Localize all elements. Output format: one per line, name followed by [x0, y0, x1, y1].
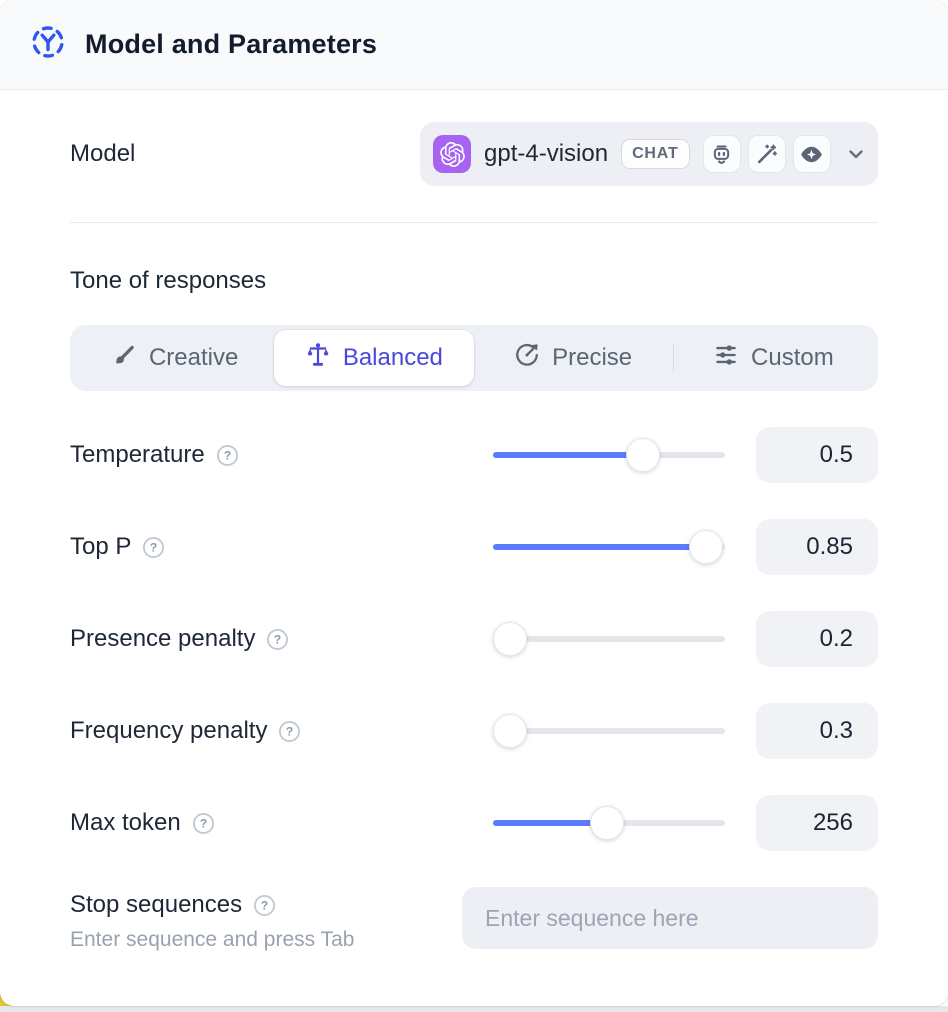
help-icon[interactable]: ? — [278, 720, 301, 743]
robot-icon — [702, 135, 741, 173]
tone-option-balanced[interactable]: Balanced — [274, 330, 474, 386]
magic-wand-icon — [747, 135, 786, 173]
param-row-top-p: Top P ? 0.85 — [70, 519, 878, 575]
svg-text:?: ? — [150, 540, 157, 554]
chevron-down-icon — [844, 142, 868, 166]
param-value[interactable]: 0.85 — [756, 519, 878, 575]
param-slider[interactable] — [493, 438, 725, 472]
param-label: Top P — [70, 533, 132, 560]
slider-track[interactable] — [493, 636, 725, 642]
card-body: Model gpt-4-vision CHAT — [0, 122, 948, 952]
param-label: Presence penalty — [70, 625, 256, 652]
vision-eye-icon — [792, 135, 831, 173]
stop-sequences-row: Stop sequences ? Enter sequence and pres… — [70, 887, 878, 952]
svg-text:?: ? — [200, 816, 207, 830]
precision-target-icon — [514, 342, 540, 375]
param-row-frequency-penalty: Frequency penalty ? 0.3 — [70, 703, 878, 759]
bottom-edge-strip — [0, 1006, 948, 1012]
slider-fill — [493, 820, 607, 826]
slider-fill — [493, 544, 723, 550]
segment-divider — [672, 344, 674, 372]
svg-text:?: ? — [274, 632, 281, 646]
param-slider[interactable] — [493, 622, 725, 656]
slider-thumb[interactable] — [590, 806, 625, 840]
stop-sequence-input[interactable] — [462, 887, 878, 949]
model-label: Model — [70, 140, 136, 167]
param-slider[interactable] — [493, 714, 725, 748]
slider-thumb[interactable] — [493, 714, 527, 748]
stop-sequences-hint: Enter sequence and press Tab — [70, 928, 355, 951]
param-label: Temperature — [70, 441, 205, 468]
stop-sequences-labels: Stop sequences ? Enter sequence and pres… — [70, 887, 354, 952]
param-label: Frequency penalty — [70, 717, 268, 744]
section-divider — [70, 222, 878, 223]
param-value[interactable]: 0.3 — [756, 703, 878, 759]
capability-chips — [702, 135, 831, 173]
tone-option-custom[interactable]: Custom — [674, 330, 873, 386]
slider-thumb[interactable] — [689, 530, 724, 564]
tone-option-creative[interactable]: Creative — [75, 330, 274, 386]
slider-thumb[interactable] — [493, 622, 527, 656]
card-header: Model and Parameters — [0, 0, 948, 90]
svg-text:?: ? — [261, 898, 268, 912]
tone-option-label: Precise — [552, 344, 633, 371]
svg-text:?: ? — [286, 724, 293, 738]
param-row-presence-penalty: Presence penalty ? 0.2 — [70, 611, 878, 667]
param-row-temperature: Temperature ? 0.5 — [70, 427, 878, 483]
paintbrush-icon — [111, 342, 137, 375]
param-row-max-token: Max token ? 256 — [70, 795, 878, 851]
param-label: Max token — [70, 809, 181, 836]
openai-logo-icon — [433, 135, 471, 173]
page-title: Model and Parameters — [85, 29, 378, 59]
slider-track[interactable] — [493, 728, 725, 734]
stop-sequences-label: Stop sequences — [70, 891, 243, 918]
model-select-dropdown[interactable]: gpt-4-vision CHAT — [420, 122, 878, 186]
tone-option-precise[interactable]: Precise — [474, 330, 673, 386]
help-icon[interactable]: ? — [266, 628, 289, 651]
param-value[interactable]: 256 — [756, 795, 878, 851]
model-scope-icon — [28, 22, 68, 67]
tone-heading: Tone of responses — [70, 267, 267, 294]
tone-option-label: Balanced — [342, 344, 443, 371]
model-row: Model gpt-4-vision CHAT — [70, 122, 878, 186]
balance-scale-icon — [305, 342, 331, 375]
tone-segmented-control: Creative Balanced — [70, 325, 878, 391]
help-icon[interactable]: ? — [253, 894, 276, 917]
param-value[interactable]: 0.2 — [756, 611, 878, 667]
param-slider[interactable] — [493, 806, 725, 840]
selected-model-name: gpt-4-vision — [484, 140, 609, 167]
param-value[interactable]: 0.5 — [756, 427, 878, 483]
help-icon[interactable]: ? — [216, 444, 239, 467]
param-slider[interactable] — [493, 530, 725, 564]
slider-fill — [493, 452, 649, 458]
sliders-icon — [713, 342, 739, 375]
tone-option-label: Custom — [751, 344, 834, 371]
model-type-badge: CHAT — [621, 139, 690, 169]
help-icon[interactable]: ? — [192, 812, 215, 835]
svg-text:?: ? — [224, 448, 231, 462]
help-icon[interactable]: ? — [142, 536, 165, 559]
tone-option-label: Creative — [148, 344, 239, 371]
slider-thumb[interactable] — [625, 438, 660, 472]
